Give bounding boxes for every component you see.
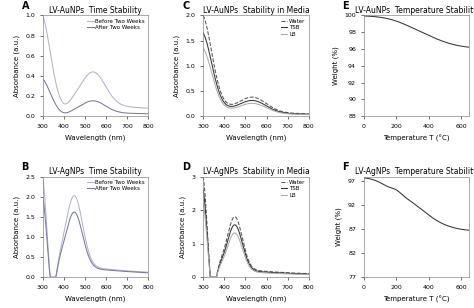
Y-axis label: Absorbance (a.u.): Absorbance (a.u.) xyxy=(13,196,19,258)
Legend: Water, TSB, LB: Water, TSB, LB xyxy=(280,18,306,37)
Text: F: F xyxy=(343,162,349,172)
X-axis label: Temperature T (°C): Temperature T (°C) xyxy=(383,295,450,303)
Text: C: C xyxy=(182,1,189,11)
Y-axis label: Absorbance (a.u.): Absorbance (a.u.) xyxy=(13,35,19,97)
Legend: Water, TSB, LB: Water, TSB, LB xyxy=(280,179,306,198)
Y-axis label: Absorbance (a.u.): Absorbance (a.u.) xyxy=(173,35,180,97)
X-axis label: Wavelength (nm): Wavelength (nm) xyxy=(226,134,286,141)
X-axis label: Wavelength (nm): Wavelength (nm) xyxy=(226,295,286,302)
Title: LV-AgNPs  Stability in Media: LV-AgNPs Stability in Media xyxy=(202,167,310,176)
Title: LV-AgNPs  Time Stability: LV-AgNPs Time Stability xyxy=(49,167,142,176)
Text: A: A xyxy=(21,1,29,11)
X-axis label: Wavelength (nm): Wavelength (nm) xyxy=(65,295,126,302)
Title: LV-AuNPs  Stability in Media: LV-AuNPs Stability in Media xyxy=(202,6,310,14)
X-axis label: Temperature T (°C): Temperature T (°C) xyxy=(383,134,450,141)
X-axis label: Wavelength (nm): Wavelength (nm) xyxy=(65,134,126,141)
Legend: Before Two Weeks, After Two Weeks: Before Two Weeks, After Two Weeks xyxy=(86,18,146,31)
Title: LV-AuNPs  Temperature Stability: LV-AuNPs Temperature Stability xyxy=(355,6,474,14)
Y-axis label: Weight (%): Weight (%) xyxy=(332,47,339,85)
Text: E: E xyxy=(343,1,349,11)
Text: D: D xyxy=(182,162,190,172)
Y-axis label: Absorbance (a.u.): Absorbance (a.u.) xyxy=(180,196,186,258)
Title: LV-AgNPs  Temperature Stability: LV-AgNPs Temperature Stability xyxy=(355,167,474,176)
Legend: Before Two Weeks, After Two Weeks: Before Two Weeks, After Two Weeks xyxy=(86,179,146,192)
Text: B: B xyxy=(21,162,29,172)
Y-axis label: Weight (%): Weight (%) xyxy=(336,208,343,246)
Title: LV-AuNPs  Time Stability: LV-AuNPs Time Stability xyxy=(49,6,142,14)
